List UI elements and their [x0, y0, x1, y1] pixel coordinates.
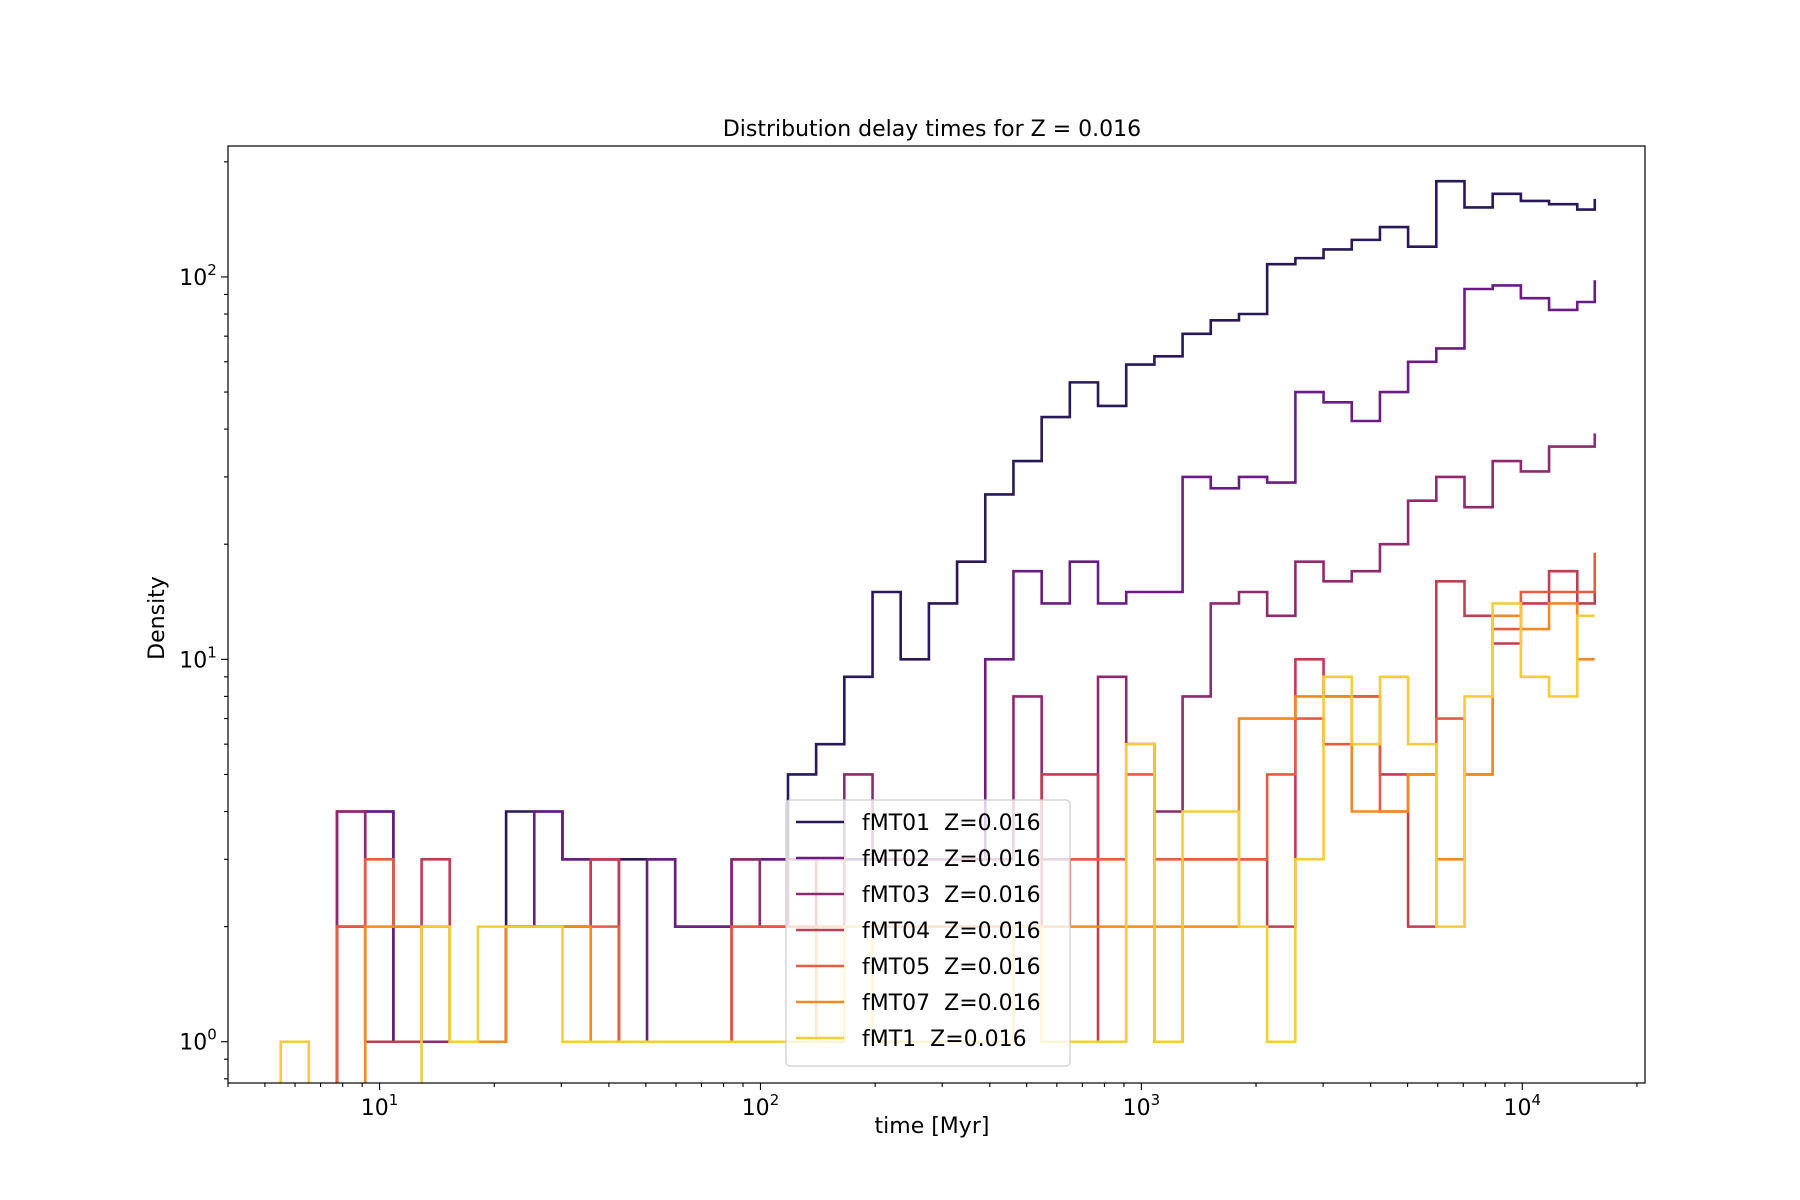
x-tick-label: 103 [1123, 1091, 1161, 1121]
y-tick-label: 101 [179, 643, 217, 673]
legend-label-5: fMT05 Z=0.016 [862, 955, 1041, 980]
legend-label-7: fMT1 Z=0.016 [862, 1027, 1027, 1052]
legend-label-2: fMT02 Z=0.016 [862, 847, 1041, 872]
legend-box [785, 799, 1071, 1067]
x-axis-ticks: 101 102 103 104 [227, 1083, 1638, 1121]
y-tick-label: 102 [179, 261, 217, 291]
legend-label-3: fMT03 Z=0.016 [862, 883, 1041, 908]
chart-title: Distribution delay times for Z = 0.016 [723, 117, 1141, 142]
y-axis-label: Density [145, 576, 170, 660]
legend-label-4: fMT04 Z=0.016 [862, 919, 1041, 944]
x-tick-label: 101 [361, 1091, 399, 1121]
x-tick-label: 102 [742, 1091, 780, 1121]
plot-frame [227, 145, 1646, 1084]
legend-label-6: fMT07 Z=0.016 [862, 991, 1041, 1016]
series-line-2 [335, 280, 1597, 1083]
y-tick-label: 100 [179, 1026, 217, 1056]
legend-label-1: fMT01 Z=0.016 [862, 811, 1041, 836]
legend: fMT01 Z=0.016 fMT02 Z=0.016 fMT03 Z=0.016 f… [785, 799, 1071, 1067]
y-axis-ticks: 100 101 102 [179, 161, 228, 1080]
x-tick-label: 104 [1503, 1091, 1541, 1121]
x-axis-label: time [Myr] [875, 1114, 990, 1139]
